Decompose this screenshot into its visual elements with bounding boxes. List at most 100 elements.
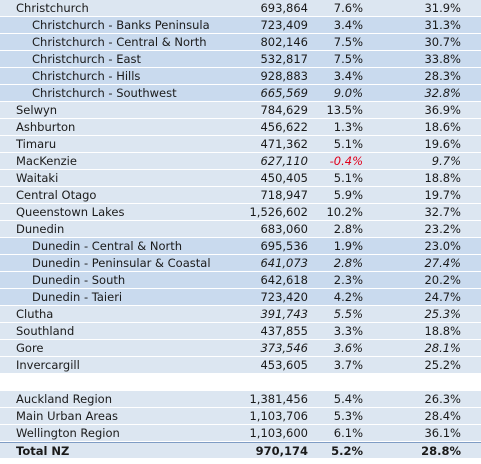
row-label: Dunedin [16,222,65,236]
cell-value: 1,381,456 [249,392,308,406]
cell-value: 33.8% [424,52,461,66]
row-label: Southland [16,324,75,338]
table-row: Dunedin - Taieri 723,420 4.2% 24.7% [0,289,481,306]
table-row: MacKenzie 627,110 -0.4% 9.7% [0,153,481,170]
cell-value: 970,174 [255,444,308,458]
row-label: Dunedin - South [32,273,126,287]
cell-value: 19.7% [424,188,461,202]
row-label: Central Otago [16,188,97,202]
row-label: Main Urban Areas [16,409,119,423]
cell-value: 32.8% [424,86,461,100]
cell-value: 36.1% [424,426,461,440]
table-row: Christchurch - Southwest 665,569 9.0% 32.8% [0,85,481,102]
cell-value: 373,546 [260,341,308,355]
cell-value: 18.8% [424,171,461,185]
cell-value: 456,622 [260,120,308,134]
row-label: Christchurch - Central & North [32,35,207,49]
row-label: Wellington Region [16,426,120,440]
cell-value: 453,605 [260,358,308,372]
cell-value: 723,420 [260,290,308,304]
cell-value: 1,103,600 [249,426,308,440]
row-label: Dunedin - Central & North [32,239,183,253]
cell-value: 2.8% [333,256,363,270]
table-row: Invercargill 453,605 3.7% 25.2% [0,357,481,374]
cell-value: 5.1% [333,171,363,185]
cell-value: 9.0% [333,86,363,100]
cell-value: 13.5% [326,103,363,117]
table-row: Ashburton 456,622 1.3% 18.6% [0,119,481,136]
cell-value: 437,855 [260,324,308,338]
cell-value: 7.5% [333,35,363,49]
cell-value: 36.9% [424,103,461,117]
cell-value: 19.6% [424,137,461,151]
cell-value: 10.2% [326,205,363,219]
cell-value: 718,947 [260,188,308,202]
row-label: MacKenzie [16,154,77,168]
table-row: Christchurch - Hills 928,883 3.4% 28.3% [0,68,481,85]
cell-value: -0.4% [329,154,363,168]
cell-value: 450,405 [260,171,308,185]
cell-value: 471,362 [260,137,308,151]
cell-value: 31.3% [424,18,461,32]
cell-value: 23.2% [424,222,461,236]
table-row: Dunedin - Peninsular & Coastal 641,073 2.8… [0,255,481,272]
row-label: Christchurch - Hills [32,69,141,83]
cell-value: 928,883 [260,69,308,83]
table-row: Christchurch - East 532,817 7.5% 33.8% [0,51,481,68]
cell-value: 30.7% [424,35,461,49]
cell-value: 3.7% [333,358,363,372]
cell-value: 5.9% [333,188,363,202]
cell-value: 5.5% [333,307,363,321]
cell-value: 32.7% [424,205,461,219]
cell-value: 802,146 [260,35,308,49]
cell-value: 642,618 [260,273,308,287]
row-label: Auckland Region [16,392,112,406]
cell-value: 24.7% [424,290,461,304]
row-label: Christchurch - Banks Peninsula [32,18,210,32]
cell-value: 25.2% [424,358,461,372]
row-label: Invercargill [16,358,80,372]
table-row: Clutha 391,743 5.5% 25.3% [0,306,481,323]
cell-value: 627,110 [260,154,308,168]
cell-value: 3.6% [333,341,363,355]
cell-value: 391,743 [260,307,308,321]
table-row: Waitaki 450,405 5.1% 18.8% [0,170,481,187]
row-label: Christchurch - Southwest [32,86,177,100]
row-label: Timaru [16,137,57,151]
cell-value: 18.6% [424,120,461,134]
cell-value: 25.3% [424,307,461,321]
cell-value: 1.9% [333,239,363,253]
cell-value: 6.1% [333,426,363,440]
cell-value: 665,569 [260,86,308,100]
cell-value: 27.4% [424,256,461,270]
cell-value: 723,409 [260,18,308,32]
cell-value: 3.4% [333,69,363,83]
cell-value: 695,536 [260,239,308,253]
cell-value: 532,817 [260,52,308,66]
cell-value: 7.5% [333,52,363,66]
cell-value: 3.4% [333,18,363,32]
cell-value: 5.3% [333,409,363,423]
table-row: Auckland Region 1,381,456 5.4% 26.3% [0,391,481,408]
cell-value: 9.7% [431,154,461,168]
table-row: Timaru 471,362 5.1% 19.6% [0,136,481,153]
cell-value: 28.3% [424,69,461,83]
cell-value: 4.2% [333,290,363,304]
table-row: Christchurch - Central & North 802,146 7.5… [0,34,481,51]
cell-value: 5.2% [331,444,363,458]
row-label: Christchurch - East [32,52,142,66]
cell-value: 1,526,602 [249,205,308,219]
cell-value: 641,073 [260,256,308,270]
cell-value: 683,060 [260,222,308,236]
row-label: Total NZ [16,444,70,458]
table-row: Total NZ 970,174 5.2% 28.8% [0,442,481,459]
cell-value: 5.1% [333,137,363,151]
table-row: Central Otago 718,947 5.9% 19.7% [0,187,481,204]
cell-value: 18.8% [424,324,461,338]
cell-value: 3.3% [333,324,363,338]
table-row: Christchurch 693,864 7.6% 31.9% [0,0,481,17]
row-label: Queenstown Lakes [16,205,125,219]
row-label: Dunedin - Taieri [32,290,123,304]
cell-value: 28.8% [421,444,461,458]
